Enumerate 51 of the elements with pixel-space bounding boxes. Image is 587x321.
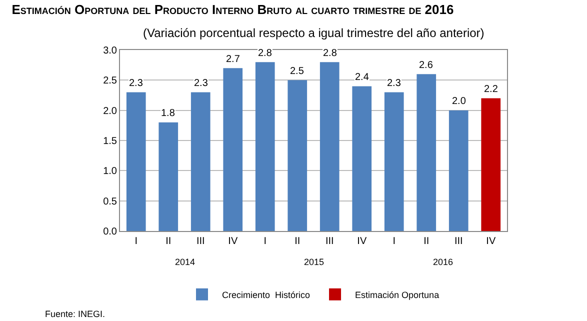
bar [158,122,178,231]
bar [223,68,243,231]
data-label: 1.8 [161,108,176,119]
y-tick-label: 0.0 [103,226,118,238]
x-tick-label: IV [228,236,238,247]
y-tick-label: 1.5 [103,136,118,147]
data-label: 2.4 [355,72,370,83]
chart-title: Estimación Oportuna del Producto Interno Bruto al cuarto trimestre de 2016 [12,2,454,17]
data-label: 2.8 [323,48,338,59]
y-tick-label: 3.0 [103,46,118,56]
source-note: Fuente: INEGI. [45,309,106,319]
bar [190,92,210,231]
x-tick-label: IV [357,236,367,247]
data-label: 2.3 [387,78,402,89]
data-label: 2.6 [419,60,434,71]
x-tick-label: I [264,236,267,247]
x-tick-label: I [392,236,396,247]
legend-label: Estimación Oportuna [355,290,440,300]
bar [352,86,372,231]
text: 2015 [304,257,324,267]
data-label: 2.3 [194,78,208,89]
bar [384,92,404,231]
x-tick-label: III [196,236,205,247]
bar [481,98,501,231]
data-label: 2.5 [290,66,304,77]
text: 2016 [433,257,454,267]
x-tick-label: III [325,236,334,247]
bar [320,62,340,231]
x-tick-label: II [294,236,300,247]
bar [448,110,468,231]
data-label: 2.2 [484,84,498,95]
x-tick-label: IV [486,236,496,247]
y-tick-label: 1.0 [103,166,118,178]
data-label: 2.7 [226,54,240,65]
y-tick-label: 2.0 [103,106,118,117]
x-tick-label: II [166,236,172,247]
bar [255,62,275,231]
legend-label: Crecimiento Histórico [222,290,310,300]
y-tick-label: 2.5 [103,76,118,87]
x-tick-label: II [424,236,430,247]
text: 2014 [175,257,196,267]
x-tick-label: I [134,236,138,247]
bar [416,74,436,231]
x-tick-label: III [454,236,463,247]
bar [288,80,308,231]
data-label: 2.8 [258,48,272,59]
data-label: 2.3 [129,78,144,89]
chart-subtitle: (Variación porcentual respecto a igual trimestre del año anterior) [143,26,484,40]
data-label: 2.0 [452,96,466,107]
y-tick-label: 0.5 [103,196,118,208]
bar [126,92,146,231]
